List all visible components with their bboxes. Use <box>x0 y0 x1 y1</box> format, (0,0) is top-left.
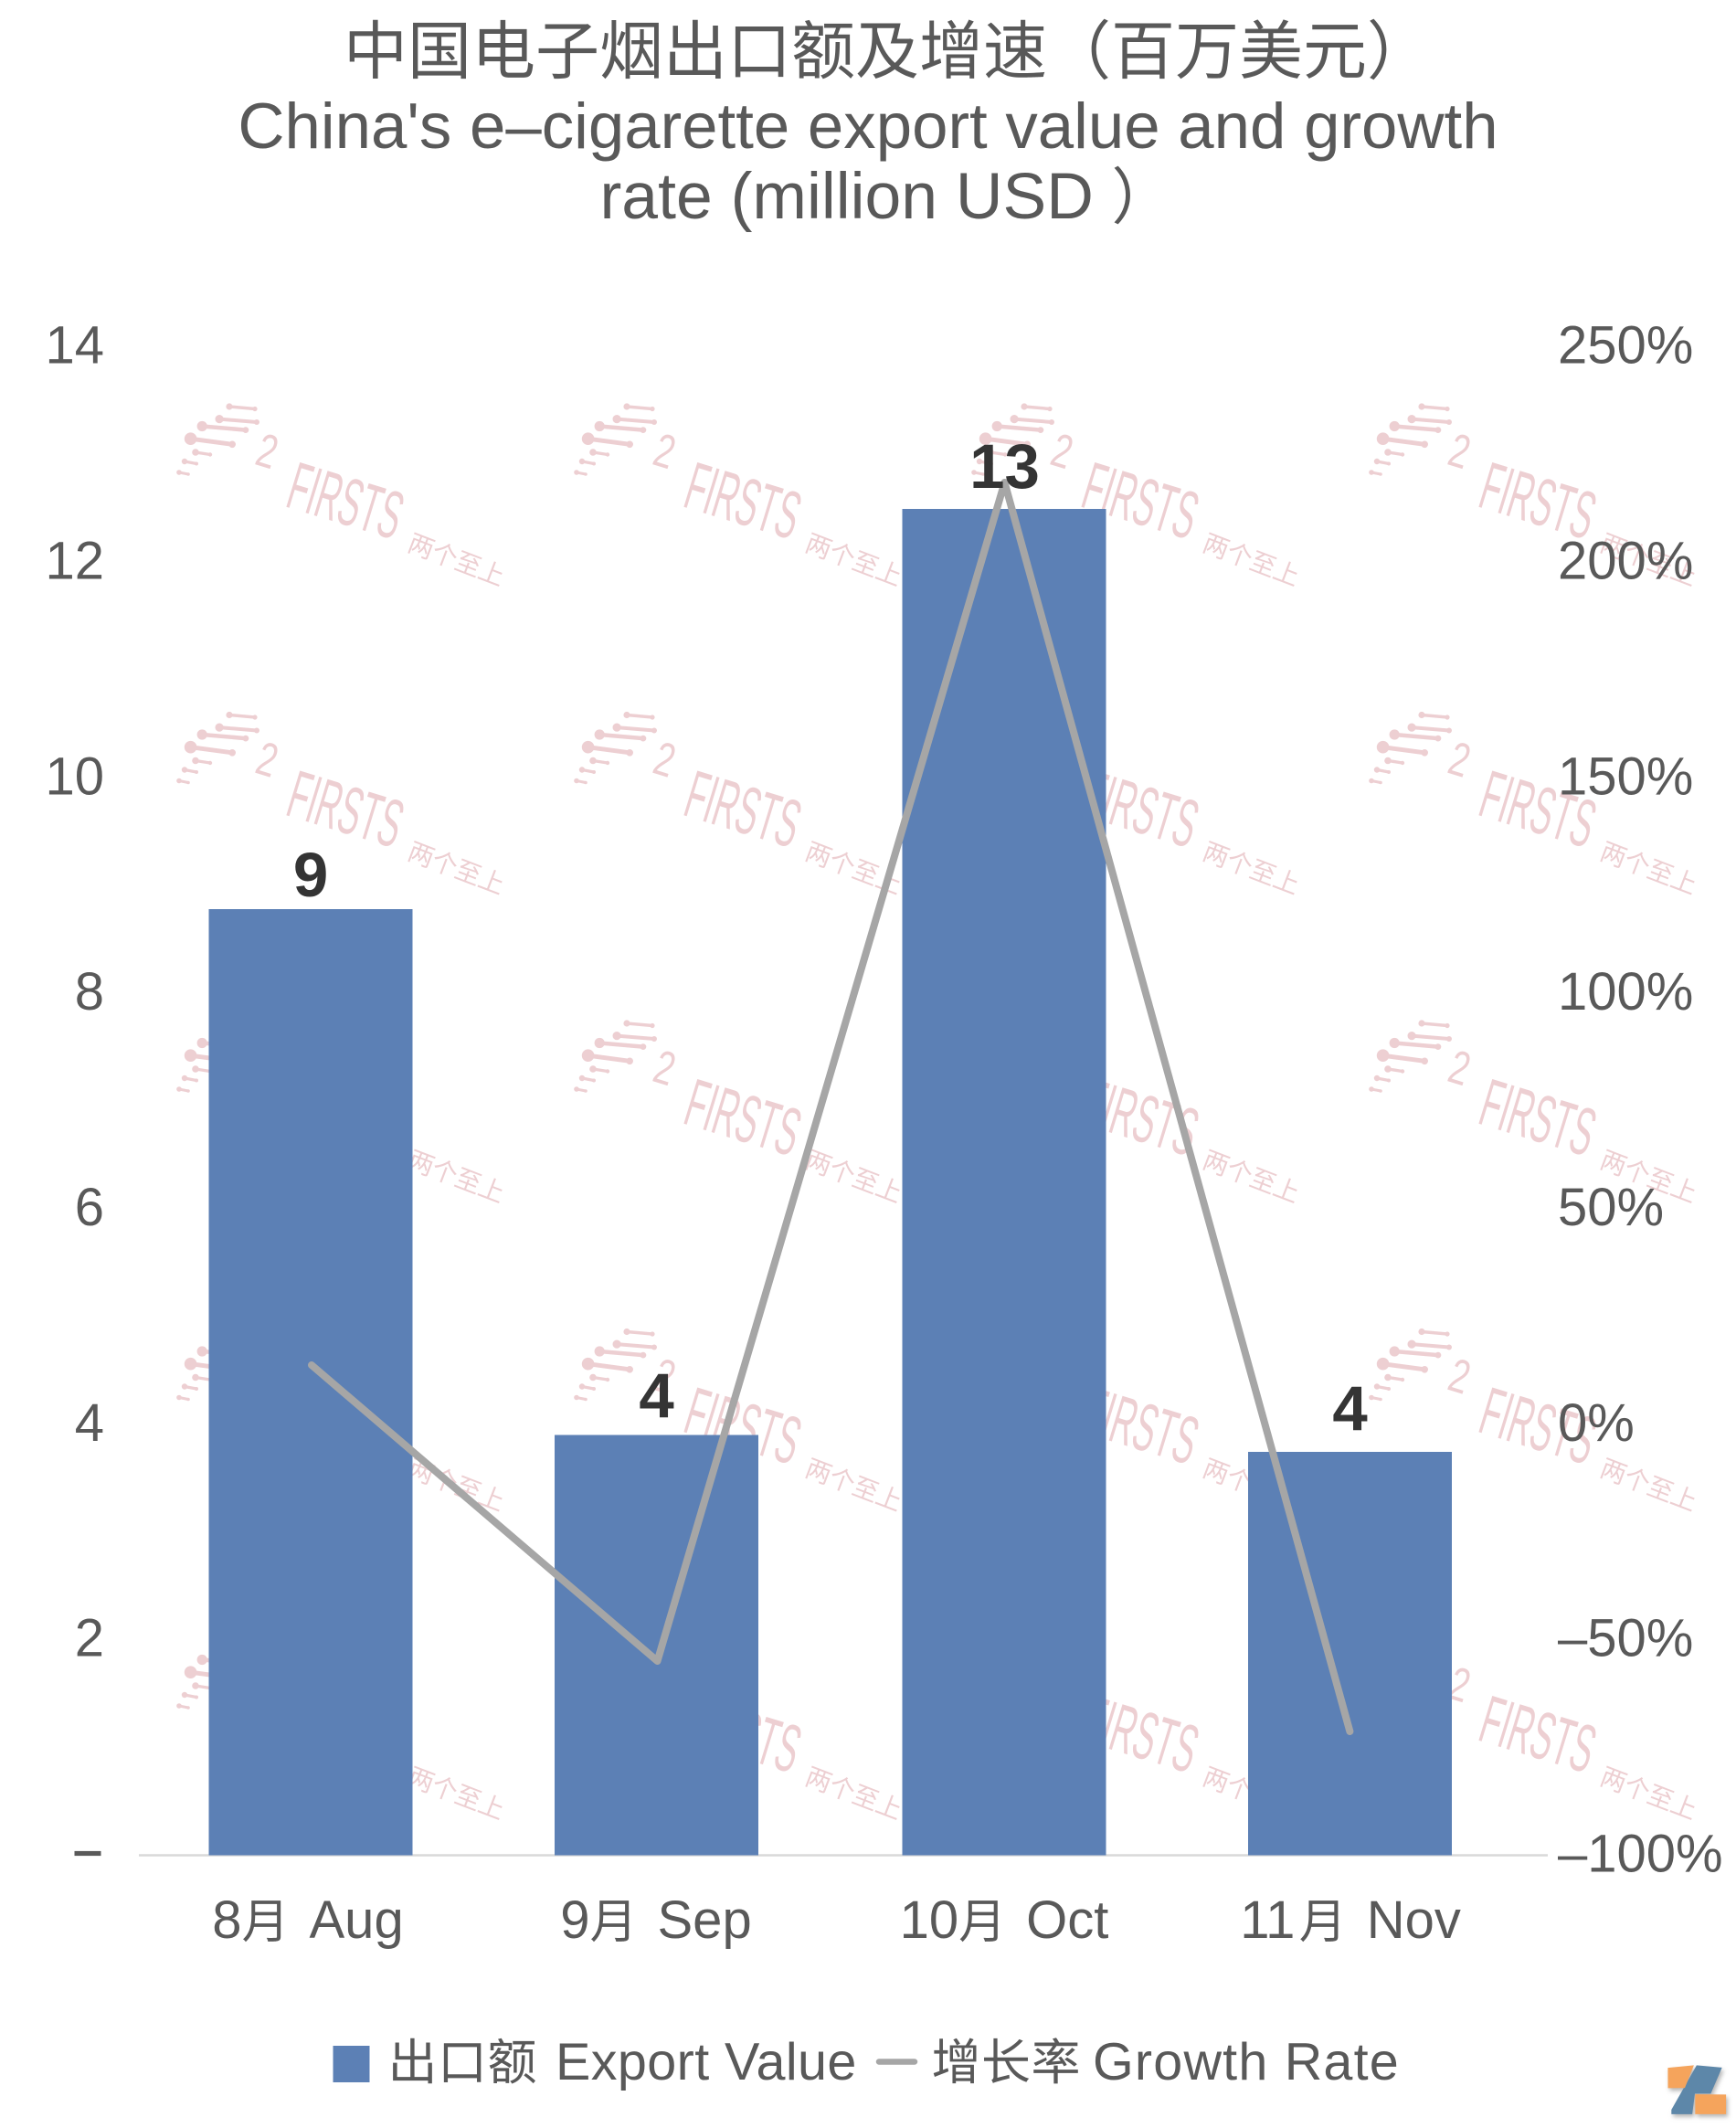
svg-text:Export Value: Export Value <box>556 2033 857 2091</box>
svg-text:Aug: Aug <box>310 1890 404 1950</box>
svg-text:rate (million USD: rate (million USD <box>600 160 1094 233</box>
svg-text:11: 11 <box>1240 1890 1295 1950</box>
svg-text:14: 14 <box>45 316 104 376</box>
svg-text:12: 12 <box>45 531 104 590</box>
svg-text:10: 10 <box>45 746 104 806</box>
svg-text:–50%: –50% <box>1558 1609 1693 1668</box>
svg-text:Nov: Nov <box>1367 1890 1461 1950</box>
svg-text:China's e–cigarette export val: China's e–cigarette export value and gro… <box>238 90 1498 163</box>
svg-text:4: 4 <box>1332 1373 1367 1444</box>
svg-text:150%: 150% <box>1558 746 1693 806</box>
svg-text:50%: 50% <box>1558 1178 1664 1237</box>
svg-text:4: 4 <box>75 1393 104 1453</box>
svg-text:Sep: Sep <box>658 1890 752 1950</box>
svg-text:8: 8 <box>75 962 104 1022</box>
svg-text:250%: 250% <box>1558 316 1693 376</box>
svg-text:13: 13 <box>969 431 1040 502</box>
svg-text:2: 2 <box>75 1609 104 1668</box>
svg-text:Oct: Oct <box>1026 1890 1108 1950</box>
svg-text:6: 6 <box>75 1178 104 1237</box>
svg-text:200%: 200% <box>1558 531 1693 590</box>
svg-text:9: 9 <box>560 1890 589 1950</box>
svg-text:8: 8 <box>212 1890 241 1950</box>
svg-text:Growth Rate: Growth Rate <box>1093 2033 1400 2091</box>
svg-text:100%: 100% <box>1558 962 1693 1022</box>
svg-text:4: 4 <box>639 1360 673 1431</box>
svg-text:9: 9 <box>293 840 328 910</box>
svg-text:10: 10 <box>900 1890 959 1950</box>
svg-text:0%: 0% <box>1558 1393 1635 1453</box>
svg-text:–100%: –100% <box>1558 1825 1723 1884</box>
